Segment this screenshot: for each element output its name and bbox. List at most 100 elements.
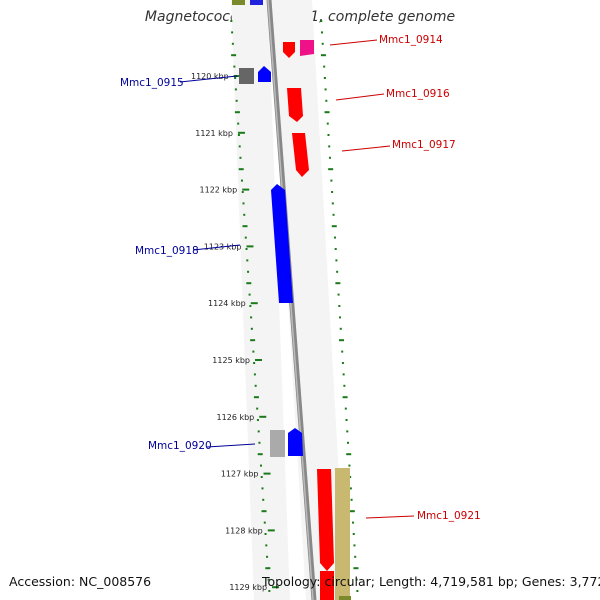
gc-dot bbox=[237, 134, 240, 136]
gene-mmc1-0915[interactable] bbox=[239, 66, 271, 84]
gc-dot bbox=[326, 122, 329, 125]
gc-dot bbox=[263, 521, 266, 524]
gc-dot bbox=[253, 362, 256, 364]
gc-dot bbox=[239, 156, 242, 159]
genes-value: 3,772 bbox=[569, 574, 600, 589]
gc-dot bbox=[250, 339, 256, 342]
genome-summary: Topology: circular; Length: 4,719,581 bp… bbox=[262, 574, 600, 589]
gc-dot bbox=[324, 111, 330, 114]
gene-label-mmc1-0914[interactable]: Mmc1_0914 bbox=[379, 34, 443, 46]
gene-mmc1-0918[interactable] bbox=[271, 184, 293, 303]
accession-label: Accession: bbox=[9, 574, 76, 589]
gc-dot bbox=[323, 65, 326, 68]
gene-label-mmc1-0920[interactable]: Mmc1_0920 bbox=[148, 440, 212, 452]
gc-dot bbox=[261, 487, 264, 490]
gc-dot bbox=[354, 555, 357, 558]
gene-arrow[interactable] bbox=[300, 40, 314, 56]
gene-arrow[interactable] bbox=[317, 469, 334, 571]
gc-dot bbox=[328, 145, 331, 148]
gc-dot bbox=[233, 65, 236, 68]
gc-dot bbox=[231, 54, 237, 57]
gene-block[interactable] bbox=[239, 68, 254, 84]
gc-dot bbox=[352, 533, 355, 535]
gc-dot bbox=[250, 327, 253, 330]
gene-block[interactable] bbox=[270, 430, 285, 457]
gene-arrow[interactable] bbox=[288, 428, 303, 456]
gc-dot bbox=[258, 441, 261, 444]
topology-label: Topology: bbox=[262, 574, 321, 589]
gene-labels: Mmc1_0914 Mmc1_0915 Mmc1_0916 Mmc1_0917 … bbox=[120, 34, 481, 522]
ruler-tick-label: 1122 kbp bbox=[200, 186, 238, 195]
gc-dot bbox=[336, 270, 339, 273]
gc-dot bbox=[266, 555, 269, 558]
gc-dot bbox=[334, 248, 337, 250]
gc-dot bbox=[338, 339, 344, 342]
gc-dot bbox=[349, 476, 352, 478]
gc-dot bbox=[260, 476, 263, 478]
accession-value: NC_008576 bbox=[79, 574, 152, 589]
gc-dot bbox=[230, 20, 233, 22]
gc-dot bbox=[265, 567, 271, 570]
gc-dot bbox=[352, 521, 355, 524]
gene-mmc1-0916[interactable] bbox=[287, 88, 303, 122]
gene-mmc1-0917[interactable] bbox=[292, 133, 309, 177]
leader-line bbox=[206, 443, 256, 448]
gc-content-track-inner bbox=[230, 20, 271, 592]
gc-dot bbox=[321, 42, 324, 45]
gene-block[interactable] bbox=[339, 596, 351, 600]
gene-label-mmc1-0921[interactable]: Mmc1_0921 bbox=[417, 510, 481, 522]
gc-dot bbox=[341, 362, 344, 364]
gene-arrow[interactable] bbox=[287, 88, 303, 122]
gc-dot bbox=[327, 134, 330, 136]
gene-arrow[interactable] bbox=[283, 42, 295, 58]
gene-block[interactable] bbox=[335, 468, 350, 600]
gc-dot bbox=[243, 213, 246, 216]
gc-dot bbox=[238, 145, 241, 148]
gc-dot bbox=[330, 179, 333, 182]
gc-dot bbox=[344, 407, 347, 410]
gc-dot bbox=[328, 156, 331, 159]
gc-dot bbox=[247, 270, 250, 273]
leader-line bbox=[179, 75, 238, 83]
gene-arrow[interactable] bbox=[258, 66, 271, 82]
gc-dot bbox=[343, 384, 346, 387]
forward-ring-band bbox=[270, 0, 346, 600]
gc-dot bbox=[262, 498, 265, 501]
gc-dot bbox=[331, 202, 334, 205]
gc-dot bbox=[331, 225, 337, 228]
gc-dot bbox=[242, 202, 245, 205]
gc-dot bbox=[320, 20, 323, 22]
gc-dot bbox=[350, 498, 353, 501]
gc-dot bbox=[248, 293, 251, 296]
gene-arrow[interactable] bbox=[271, 184, 293, 303]
gene-arrow[interactable] bbox=[292, 133, 309, 177]
gene-block[interactable] bbox=[320, 571, 334, 600]
gene-mmc1-0920[interactable] bbox=[270, 428, 303, 457]
gc-dot bbox=[234, 77, 237, 79]
gc-dot bbox=[342, 373, 345, 376]
length-value: 4,719,581 bp bbox=[430, 574, 514, 589]
gene-label-mmc1-0918[interactable]: Mmc1_0918 bbox=[135, 245, 199, 257]
gc-dot bbox=[254, 384, 257, 387]
gene-label-mmc1-0916[interactable]: Mmc1_0916 bbox=[386, 88, 450, 100]
gc-dot bbox=[348, 464, 351, 467]
gc-dot bbox=[253, 396, 259, 399]
gc-content-track-outer bbox=[320, 20, 359, 592]
gc-dot bbox=[335, 259, 338, 262]
ruler-tick-label: 1125 kbp bbox=[212, 356, 250, 365]
gc-dot bbox=[356, 590, 359, 592]
gc-dot bbox=[235, 99, 238, 102]
gene-mmc1-0921[interactable] bbox=[317, 468, 351, 600]
gc-dot bbox=[349, 510, 355, 513]
gc-dot bbox=[332, 213, 335, 216]
gene-label-mmc1-0915[interactable]: Mmc1_0915 bbox=[120, 77, 184, 89]
gc-dot bbox=[261, 510, 267, 513]
gene-label-mmc1-0917[interactable]: Mmc1_0917 bbox=[392, 139, 456, 151]
gc-dot bbox=[231, 42, 234, 45]
gc-dot bbox=[323, 77, 326, 79]
gc-dot bbox=[231, 31, 234, 34]
gc-dot bbox=[342, 396, 348, 399]
gene-mmc1-0914[interactable] bbox=[283, 40, 314, 58]
